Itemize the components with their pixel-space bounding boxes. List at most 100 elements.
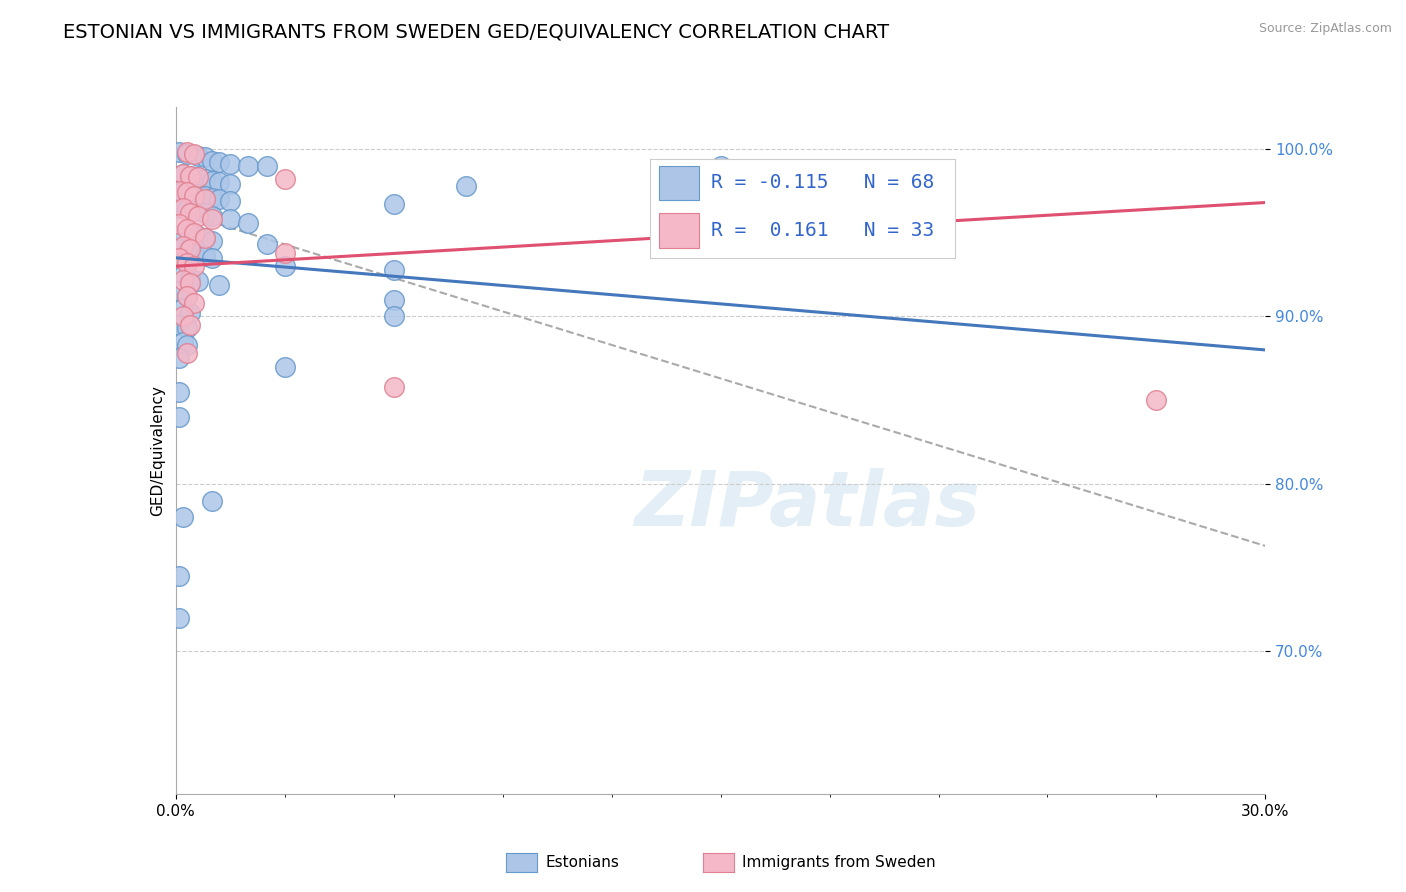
Point <box>172 268 194 282</box>
Text: Source: ZipAtlas.com: Source: ZipAtlas.com <box>1258 22 1392 36</box>
Point <box>172 301 194 315</box>
Point <box>172 201 194 215</box>
Point <box>201 209 224 223</box>
Point <box>194 230 217 244</box>
Point <box>201 234 224 248</box>
Point <box>208 192 231 206</box>
Point <box>219 194 242 208</box>
Point <box>179 227 201 242</box>
Point <box>183 226 205 240</box>
Point <box>176 147 198 161</box>
Point <box>1146 393 1168 408</box>
Point <box>169 409 191 424</box>
Point <box>179 186 201 200</box>
Point <box>219 157 242 171</box>
Point <box>169 184 191 198</box>
Point <box>179 169 201 183</box>
Text: R =  0.161   N = 33: R = 0.161 N = 33 <box>711 221 934 240</box>
Point <box>186 229 209 244</box>
Point <box>186 148 209 162</box>
Point <box>238 216 260 230</box>
Point <box>179 276 201 290</box>
Point <box>179 243 201 257</box>
Point <box>710 159 733 173</box>
Point <box>201 190 224 204</box>
Point <box>169 201 191 215</box>
Point <box>176 244 198 259</box>
Point <box>172 334 194 349</box>
Point <box>172 272 194 286</box>
Point <box>382 262 405 277</box>
Point <box>194 189 217 203</box>
Point <box>238 159 260 173</box>
Point <box>176 256 198 270</box>
Point <box>176 321 198 335</box>
Point <box>274 359 297 374</box>
Point <box>186 170 209 185</box>
Point <box>176 222 198 236</box>
Point <box>256 237 278 252</box>
Text: Estonians: Estonians <box>546 855 620 870</box>
Point <box>176 202 198 217</box>
Point <box>179 205 201 219</box>
Text: ZIPatlas: ZIPatlas <box>634 468 981 542</box>
Point <box>179 306 201 320</box>
Point <box>169 217 191 231</box>
Point <box>256 159 278 173</box>
Point <box>172 510 194 524</box>
Point <box>176 289 198 303</box>
Point <box>194 249 217 263</box>
Point <box>201 174 224 188</box>
Point <box>194 205 217 219</box>
Point <box>186 274 209 288</box>
Point <box>208 155 231 169</box>
Point <box>201 493 224 508</box>
Point <box>208 176 231 190</box>
Point <box>183 247 205 261</box>
Point <box>176 338 198 352</box>
Point <box>169 251 191 265</box>
Point <box>176 346 198 360</box>
Bar <box>659 213 699 248</box>
Point <box>194 150 217 164</box>
Point <box>169 318 191 332</box>
Point <box>183 259 205 273</box>
Point <box>382 293 405 307</box>
Point <box>194 230 217 244</box>
Point <box>274 245 297 260</box>
Point <box>201 212 224 227</box>
Point <box>183 296 205 310</box>
Point <box>172 167 194 181</box>
Point <box>186 209 209 223</box>
Point <box>194 172 217 186</box>
Point <box>169 243 191 257</box>
Point <box>183 203 205 218</box>
Point <box>169 611 191 625</box>
Text: ESTONIAN VS IMMIGRANTS FROM SWEDEN GED/EQUIVALENCY CORRELATION CHART: ESTONIAN VS IMMIGRANTS FROM SWEDEN GED/E… <box>63 22 890 41</box>
Point <box>183 147 205 161</box>
Point <box>169 351 191 366</box>
Point <box>172 167 194 181</box>
Point <box>169 569 191 583</box>
Point <box>208 277 231 292</box>
Point <box>194 192 217 206</box>
Point <box>176 289 198 303</box>
Point <box>456 178 478 193</box>
Point <box>186 170 209 185</box>
Point <box>169 384 191 399</box>
Point <box>382 380 405 394</box>
Text: Immigrants from Sweden: Immigrants from Sweden <box>742 855 936 870</box>
Point <box>219 177 242 191</box>
Point <box>169 285 191 299</box>
Point <box>179 318 201 332</box>
Point <box>169 145 191 160</box>
Bar <box>659 166 699 201</box>
Point <box>176 145 198 160</box>
Point <box>179 271 201 285</box>
Point <box>176 186 198 200</box>
Point <box>172 226 194 240</box>
Point <box>274 172 297 186</box>
Point <box>219 212 242 227</box>
Point <box>172 310 194 324</box>
Point <box>382 197 405 211</box>
